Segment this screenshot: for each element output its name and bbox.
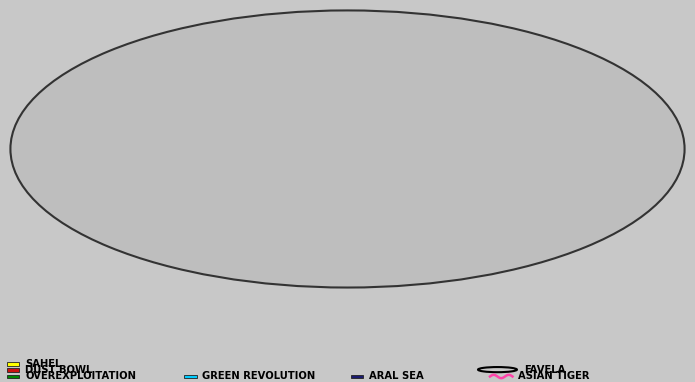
Ellipse shape bbox=[10, 10, 685, 288]
FancyBboxPatch shape bbox=[7, 375, 19, 379]
Text: FAVELA: FAVELA bbox=[524, 365, 565, 375]
Text: DUST BOWL: DUST BOWL bbox=[25, 365, 92, 375]
Text: SAHEL: SAHEL bbox=[25, 359, 61, 369]
Text: GREEN REVOLUTION: GREEN REVOLUTION bbox=[202, 372, 316, 382]
FancyBboxPatch shape bbox=[7, 362, 19, 366]
FancyBboxPatch shape bbox=[7, 368, 19, 372]
FancyBboxPatch shape bbox=[351, 375, 363, 379]
Text: ASIAN TIGER: ASIAN TIGER bbox=[518, 372, 589, 382]
Text: ARAL SEA: ARAL SEA bbox=[369, 372, 424, 382]
Text: OVEREXPLOITATION: OVEREXPLOITATION bbox=[25, 372, 136, 382]
FancyBboxPatch shape bbox=[184, 375, 197, 379]
